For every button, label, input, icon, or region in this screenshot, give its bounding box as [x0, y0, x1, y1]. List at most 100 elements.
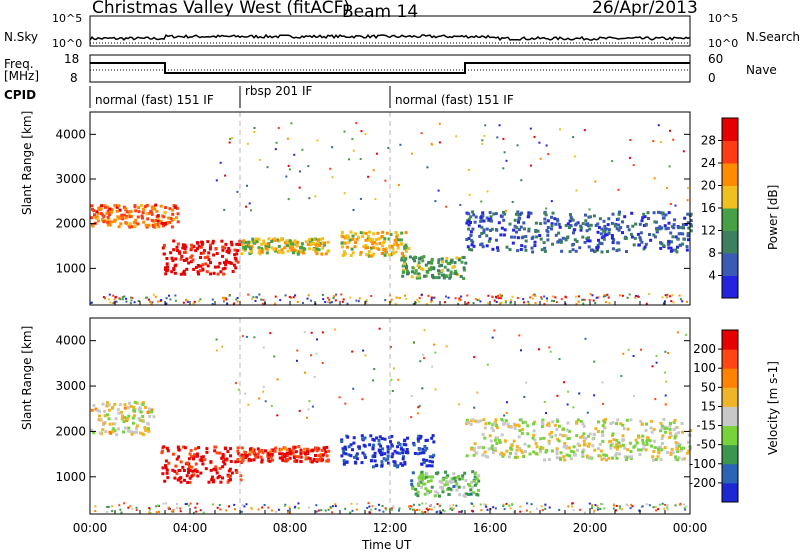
velocity-scatter-pixel — [345, 460, 349, 464]
power-noise-pixel — [357, 300, 360, 303]
power-scatter-pixel — [317, 238, 320, 242]
velocity-sparse-pixel — [412, 341, 415, 344]
velocity-sparse-pixel — [262, 385, 265, 388]
velocity-scatter-pixel — [297, 455, 301, 459]
power-scatter-pixel — [247, 240, 251, 244]
power-scatter-pixel — [132, 221, 136, 225]
velocity-scatter-pixel — [293, 459, 297, 463]
velocity-scatter-pixel — [556, 419, 559, 423]
velocity-noise-pixel — [170, 510, 173, 513]
velocity-scatter-pixel — [226, 450, 230, 454]
power-noise-pixel — [165, 297, 168, 300]
power-noise-pixel — [252, 296, 255, 299]
velocity-scatter-pixel — [226, 480, 230, 484]
velocity-scatter-pixel — [293, 445, 297, 449]
power-noise-pixel — [637, 295, 640, 298]
power-scatter-pixel — [524, 239, 528, 243]
velocity-scatter-pixel — [117, 411, 121, 415]
power-noise-pixel — [292, 296, 295, 299]
velocity-scatter-pixel — [660, 442, 664, 445]
power-scatter-pixel — [171, 259, 175, 263]
power-scatter-pixel — [550, 215, 553, 219]
velocity-scatter-pixel — [384, 458, 388, 462]
velocity-noise-pixel — [331, 505, 334, 508]
power-scatter-pixel — [485, 216, 489, 220]
power-scatter-pixel — [315, 249, 319, 253]
power-scatter-pixel — [274, 238, 278, 242]
power-scatter-pixel — [145, 203, 149, 207]
velocity-scatter-pixel — [421, 447, 425, 451]
power-scatter-pixel — [496, 249, 500, 252]
velocity-scatter-pixel — [98, 409, 101, 413]
power-scatter-pixel — [291, 241, 295, 244]
power-noise-pixel — [137, 300, 140, 302]
velocity-scatter-pixel — [494, 423, 498, 427]
velocity-noise-pixel — [629, 507, 632, 510]
velocity-scatter-pixel — [390, 455, 394, 459]
velocity-scatter-pixel — [645, 422, 648, 426]
power-scatter-pixel — [599, 241, 603, 245]
power-scatter-pixel — [479, 243, 483, 247]
velocity-scatter-pixel — [176, 478, 180, 482]
power-scatter-pixel — [355, 237, 359, 241]
velocity-scatter-pixel — [592, 433, 596, 437]
velocity-noise-pixel — [367, 502, 370, 505]
velocity-scatter-pixel — [132, 414, 136, 418]
velocity-noise-pixel — [418, 508, 421, 511]
power-scatter-pixel — [508, 222, 512, 226]
power-noise-pixel — [333, 295, 336, 298]
velocity-scatter-pixel — [183, 478, 186, 482]
power-scatter-pixel — [662, 244, 666, 248]
power-noise-pixel — [247, 293, 250, 296]
velocity-scatter-pixel — [98, 431, 102, 435]
power-scatter-pixel — [162, 252, 166, 256]
power-scatter-pixel — [464, 261, 468, 265]
velocity-scatter-pixel — [260, 460, 264, 464]
velocity-scatter-pixel — [176, 445, 180, 449]
power-scatter-pixel — [558, 238, 562, 242]
power-scatter-pixel — [378, 241, 382, 245]
velocity-scatter-pixel — [115, 433, 119, 437]
velocity-scatter-pixel — [432, 453, 436, 457]
power-scatter-pixel — [113, 218, 117, 222]
velocity-scatter-pixel — [532, 450, 536, 454]
power-noise-pixel — [174, 294, 177, 297]
velocity-scatter-pixel — [404, 451, 408, 454]
velocity-colorbar-swatch — [722, 349, 738, 369]
velocity-scatter-pixel — [619, 444, 623, 448]
power-scatter-pixel — [432, 276, 436, 280]
velocity-scatter-pixel — [421, 478, 424, 482]
power-scatter-pixel — [176, 220, 180, 224]
velocity-scatter-pixel — [410, 482, 414, 486]
velocity-sparse-pixel — [296, 349, 299, 352]
velocity-noise-pixel — [118, 504, 121, 507]
velocity-scatter-pixel — [576, 418, 580, 422]
power-scatter-pixel — [159, 219, 163, 223]
nsky-tick-low: 10^0 — [52, 37, 83, 50]
velocity-scatter-pixel — [596, 430, 600, 433]
velocity-noise-pixel — [413, 508, 416, 511]
velocity-scatter-pixel — [676, 458, 680, 462]
power-scatter-pixel — [568, 250, 572, 254]
power-scatter-pixel — [629, 232, 633, 236]
velocity-sparse-pixel — [258, 397, 261, 400]
velocity-scatter-pixel — [677, 444, 681, 448]
power-noise-pixel — [186, 300, 189, 303]
velocity-scatter-pixel — [342, 462, 346, 466]
velocity-scatter-pixel — [428, 455, 432, 459]
power-scatter-pixel — [564, 238, 568, 242]
power-scatter-pixel — [304, 240, 308, 244]
velocity-scatter-pixel — [611, 432, 615, 436]
power-scatter-pixel — [353, 245, 357, 249]
power-scatter-pixel — [306, 243, 310, 247]
power-scatter-pixel — [224, 263, 228, 267]
velocity-sparse-pixel — [215, 349, 218, 352]
power-scatter-pixel — [179, 257, 183, 261]
power-sparse-pixel — [617, 188, 620, 191]
velocity-noise-pixel — [381, 505, 384, 507]
power-scatter-pixel — [202, 251, 205, 255]
power-scatter-pixel — [371, 238, 375, 242]
power-scatter-pixel — [516, 249, 520, 253]
velocity-scatter-pixel — [349, 443, 353, 447]
power-sparse-pixel — [505, 159, 508, 162]
